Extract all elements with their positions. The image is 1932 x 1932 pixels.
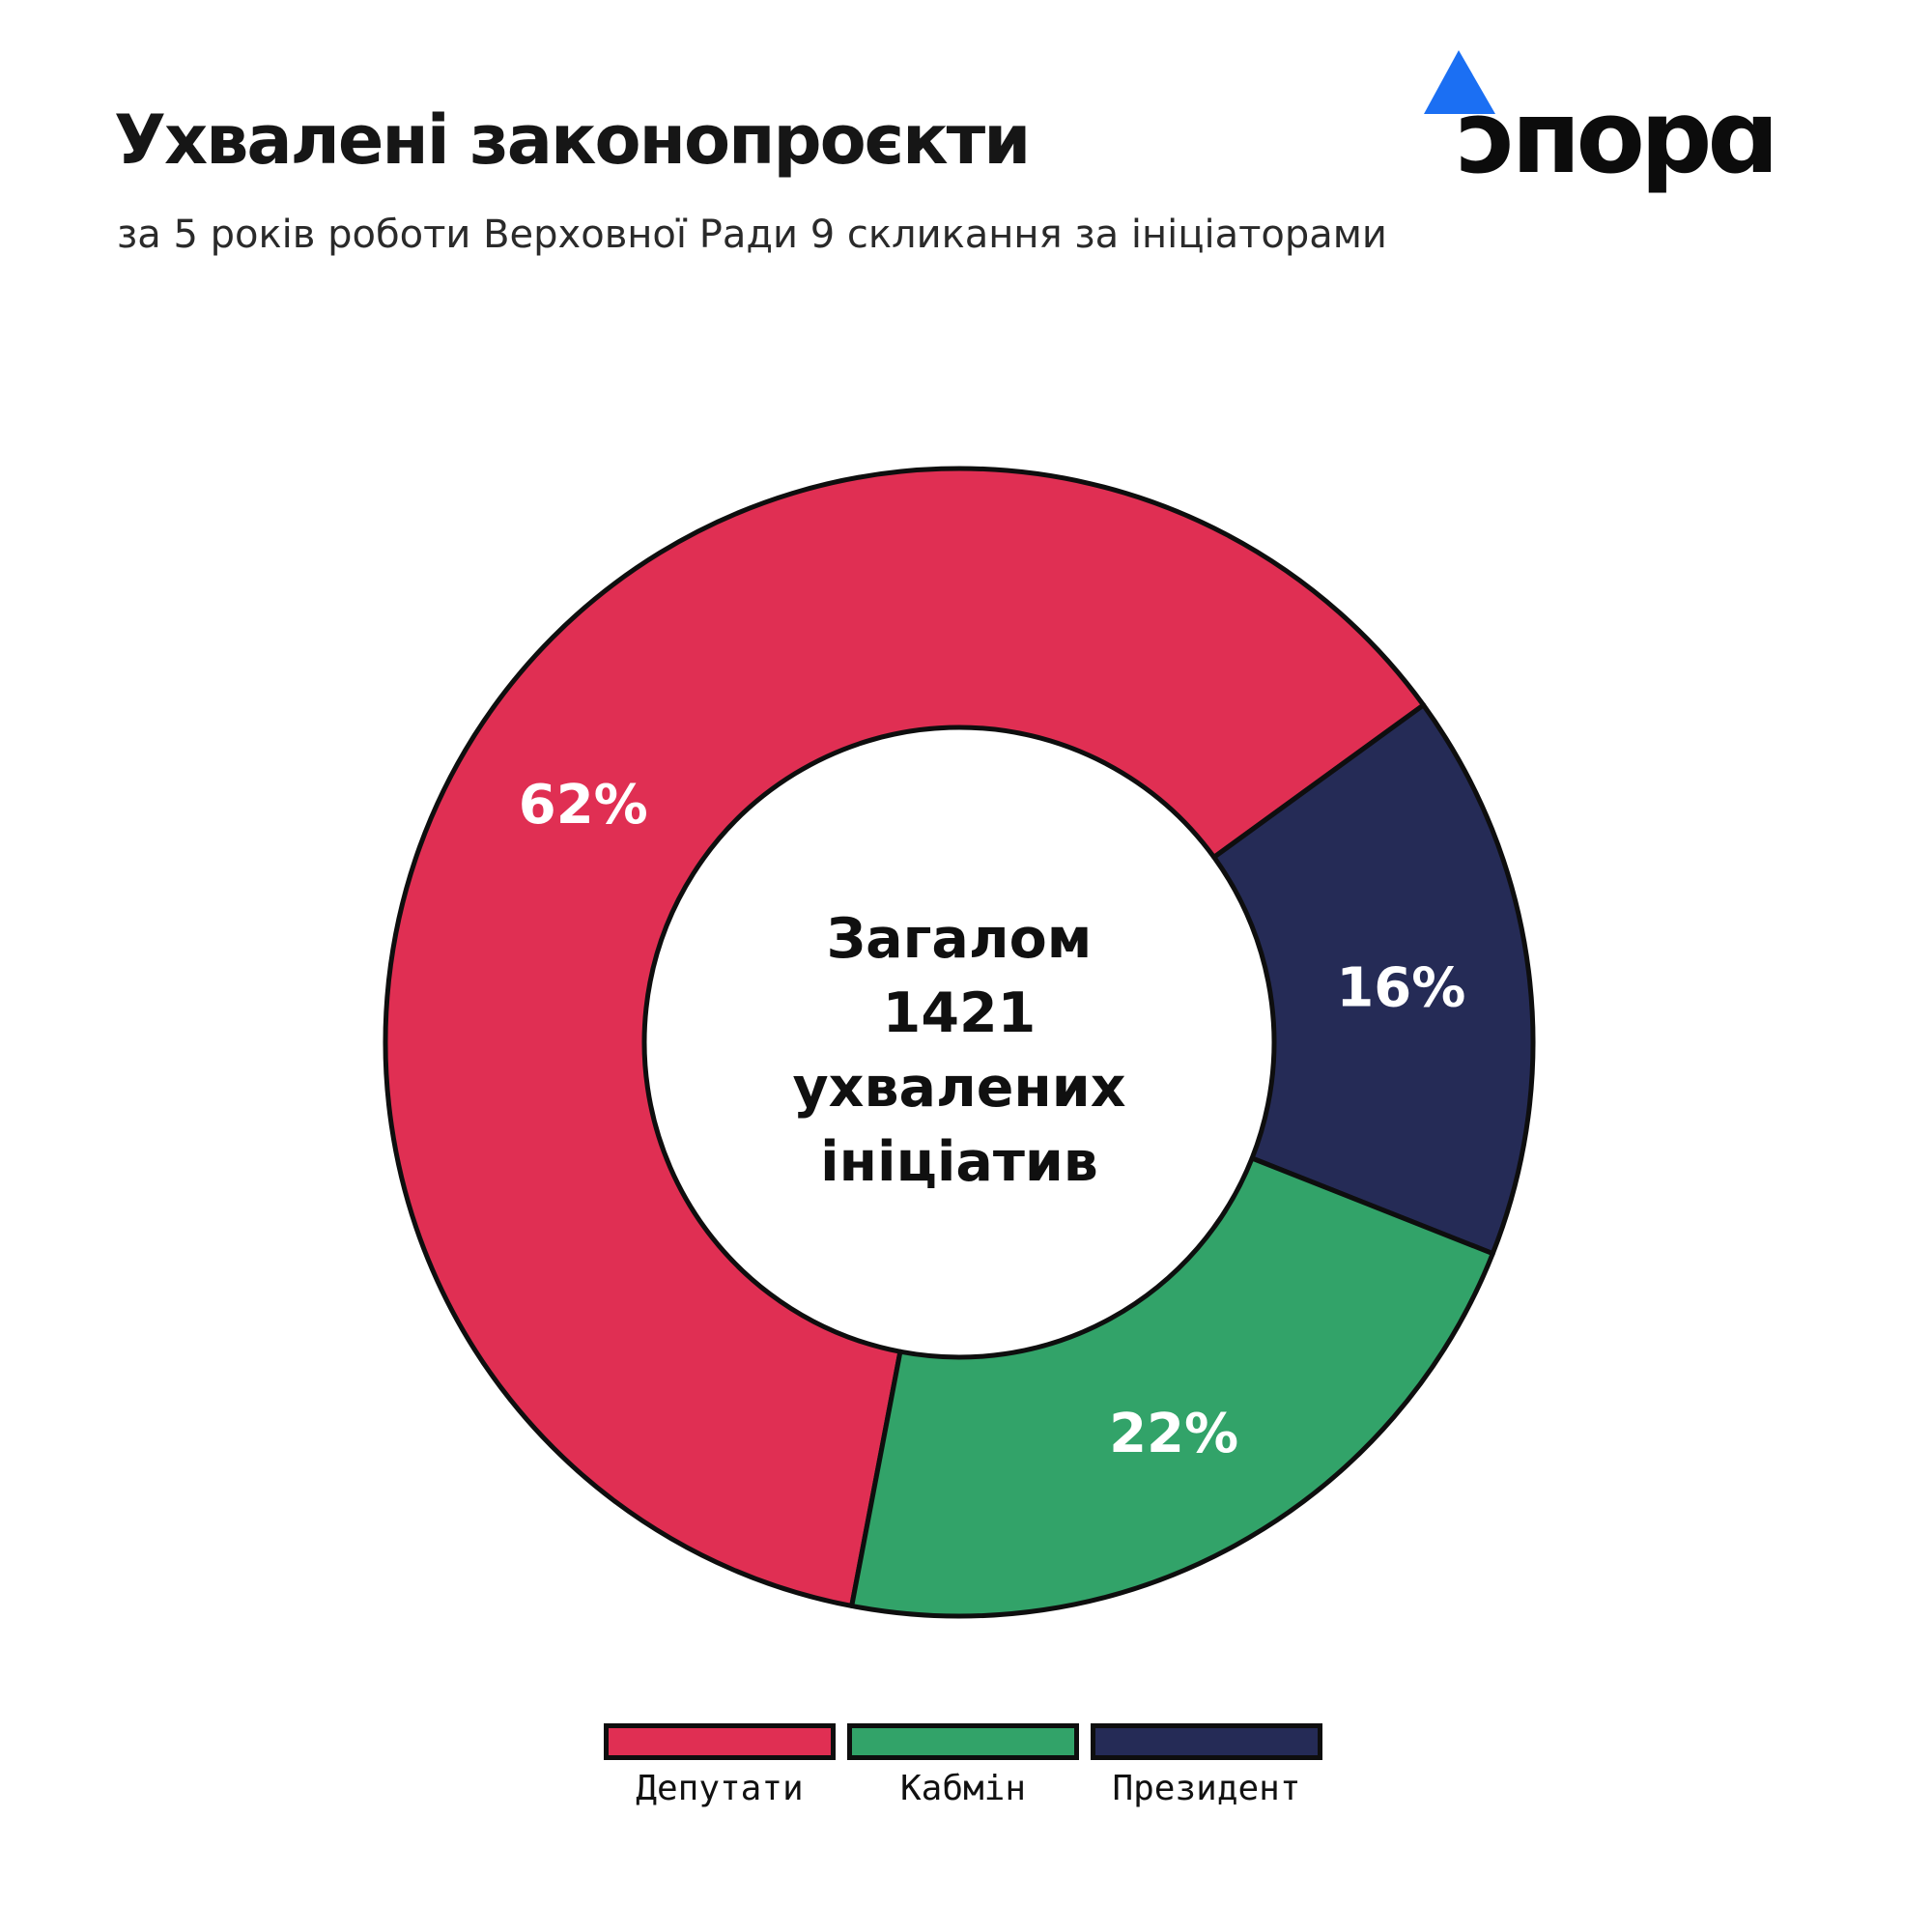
- donut-slice-pct-label-1: 22%: [1109, 1403, 1238, 1465]
- donut-center-text: Загалом 1421 ухвалених ініціатив: [718, 902, 1201, 1200]
- center-line-2: 1421: [882, 981, 1037, 1045]
- legend-swatch-deputies: [604, 1723, 836, 1760]
- center-line-3: ухвалених: [792, 1056, 1126, 1120]
- donut-slice-2: [1211, 702, 1536, 1257]
- donut-slice-pct-label-2: 16%: [1336, 956, 1465, 1019]
- page-subtitle: за 5 років роботи Верховної Ради 9 склик…: [117, 213, 1387, 257]
- donut-slice-1: [849, 1155, 1495, 1619]
- legend-item-deputies: Депутати: [604, 1723, 836, 1808]
- legend-label-deputies: Депутати: [636, 1769, 804, 1808]
- legend-item-cabinet: Кабмін: [847, 1723, 1079, 1808]
- logo-triangle-icon: [1424, 50, 1495, 114]
- donut-slice-0: [383, 466, 1427, 1608]
- legend: Депутати Кабмін Президент: [604, 1723, 1322, 1808]
- opora-logo: ɔпорɑ: [1401, 39, 1806, 232]
- legend-label-cabinet: Кабмін: [899, 1769, 1027, 1808]
- logo-wordmark: ɔпорɑ: [1457, 78, 1779, 196]
- triangle-shape: [1424, 50, 1495, 114]
- center-line-4: ініціатив: [820, 1130, 1098, 1194]
- legend-label-president: Президент: [1112, 1769, 1301, 1808]
- center-line-1: Загалом: [826, 907, 1093, 971]
- donut-slice-pct-label-0: 62%: [519, 774, 648, 837]
- page-title: Ухвалені законопроєкти: [114, 100, 1031, 180]
- legend-item-president: Президент: [1091, 1723, 1322, 1808]
- legend-swatch-cabinet: [847, 1723, 1079, 1760]
- legend-swatch-president: [1091, 1723, 1322, 1760]
